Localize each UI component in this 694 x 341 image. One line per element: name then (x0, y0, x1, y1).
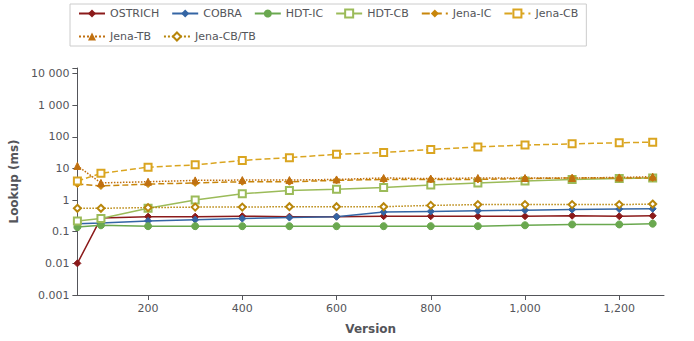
svg-text:Version: Version (345, 322, 396, 336)
svg-text:400: 400 (232, 302, 253, 315)
svg-text:Lookup (ms): Lookup (ms) (7, 139, 21, 223)
svg-text:Jena-CB: Jena-CB (534, 7, 578, 20)
svg-text:Jena-IC: Jena-IC (452, 7, 492, 20)
svg-text:800: 800 (420, 302, 441, 315)
svg-text:100: 100 (48, 130, 69, 143)
svg-text:HDT-IC: HDT-IC (286, 7, 324, 20)
svg-text:0.01: 0.01 (45, 257, 70, 270)
svg-text:1: 1 (62, 194, 69, 207)
svg-text:600: 600 (326, 302, 347, 315)
svg-text:1,200: 1,200 (603, 302, 635, 315)
svg-text:Jena-TB: Jena-TB (109, 30, 151, 43)
svg-text:10 000: 10 000 (31, 67, 70, 80)
svg-text:0.1: 0.1 (52, 225, 70, 238)
svg-text:Jena-CB/TB: Jena-CB/TB (194, 30, 256, 43)
svg-text:10: 10 (55, 162, 69, 175)
svg-text:1,000: 1,000 (509, 302, 541, 315)
svg-text:0.001: 0.001 (38, 289, 70, 302)
svg-text:OSTRICH: OSTRICH (110, 7, 159, 20)
svg-text:200: 200 (138, 302, 159, 315)
svg-text:COBRA: COBRA (203, 7, 242, 20)
svg-text:1 000: 1 000 (38, 99, 70, 112)
svg-text:HDT-CB: HDT-CB (367, 7, 409, 20)
